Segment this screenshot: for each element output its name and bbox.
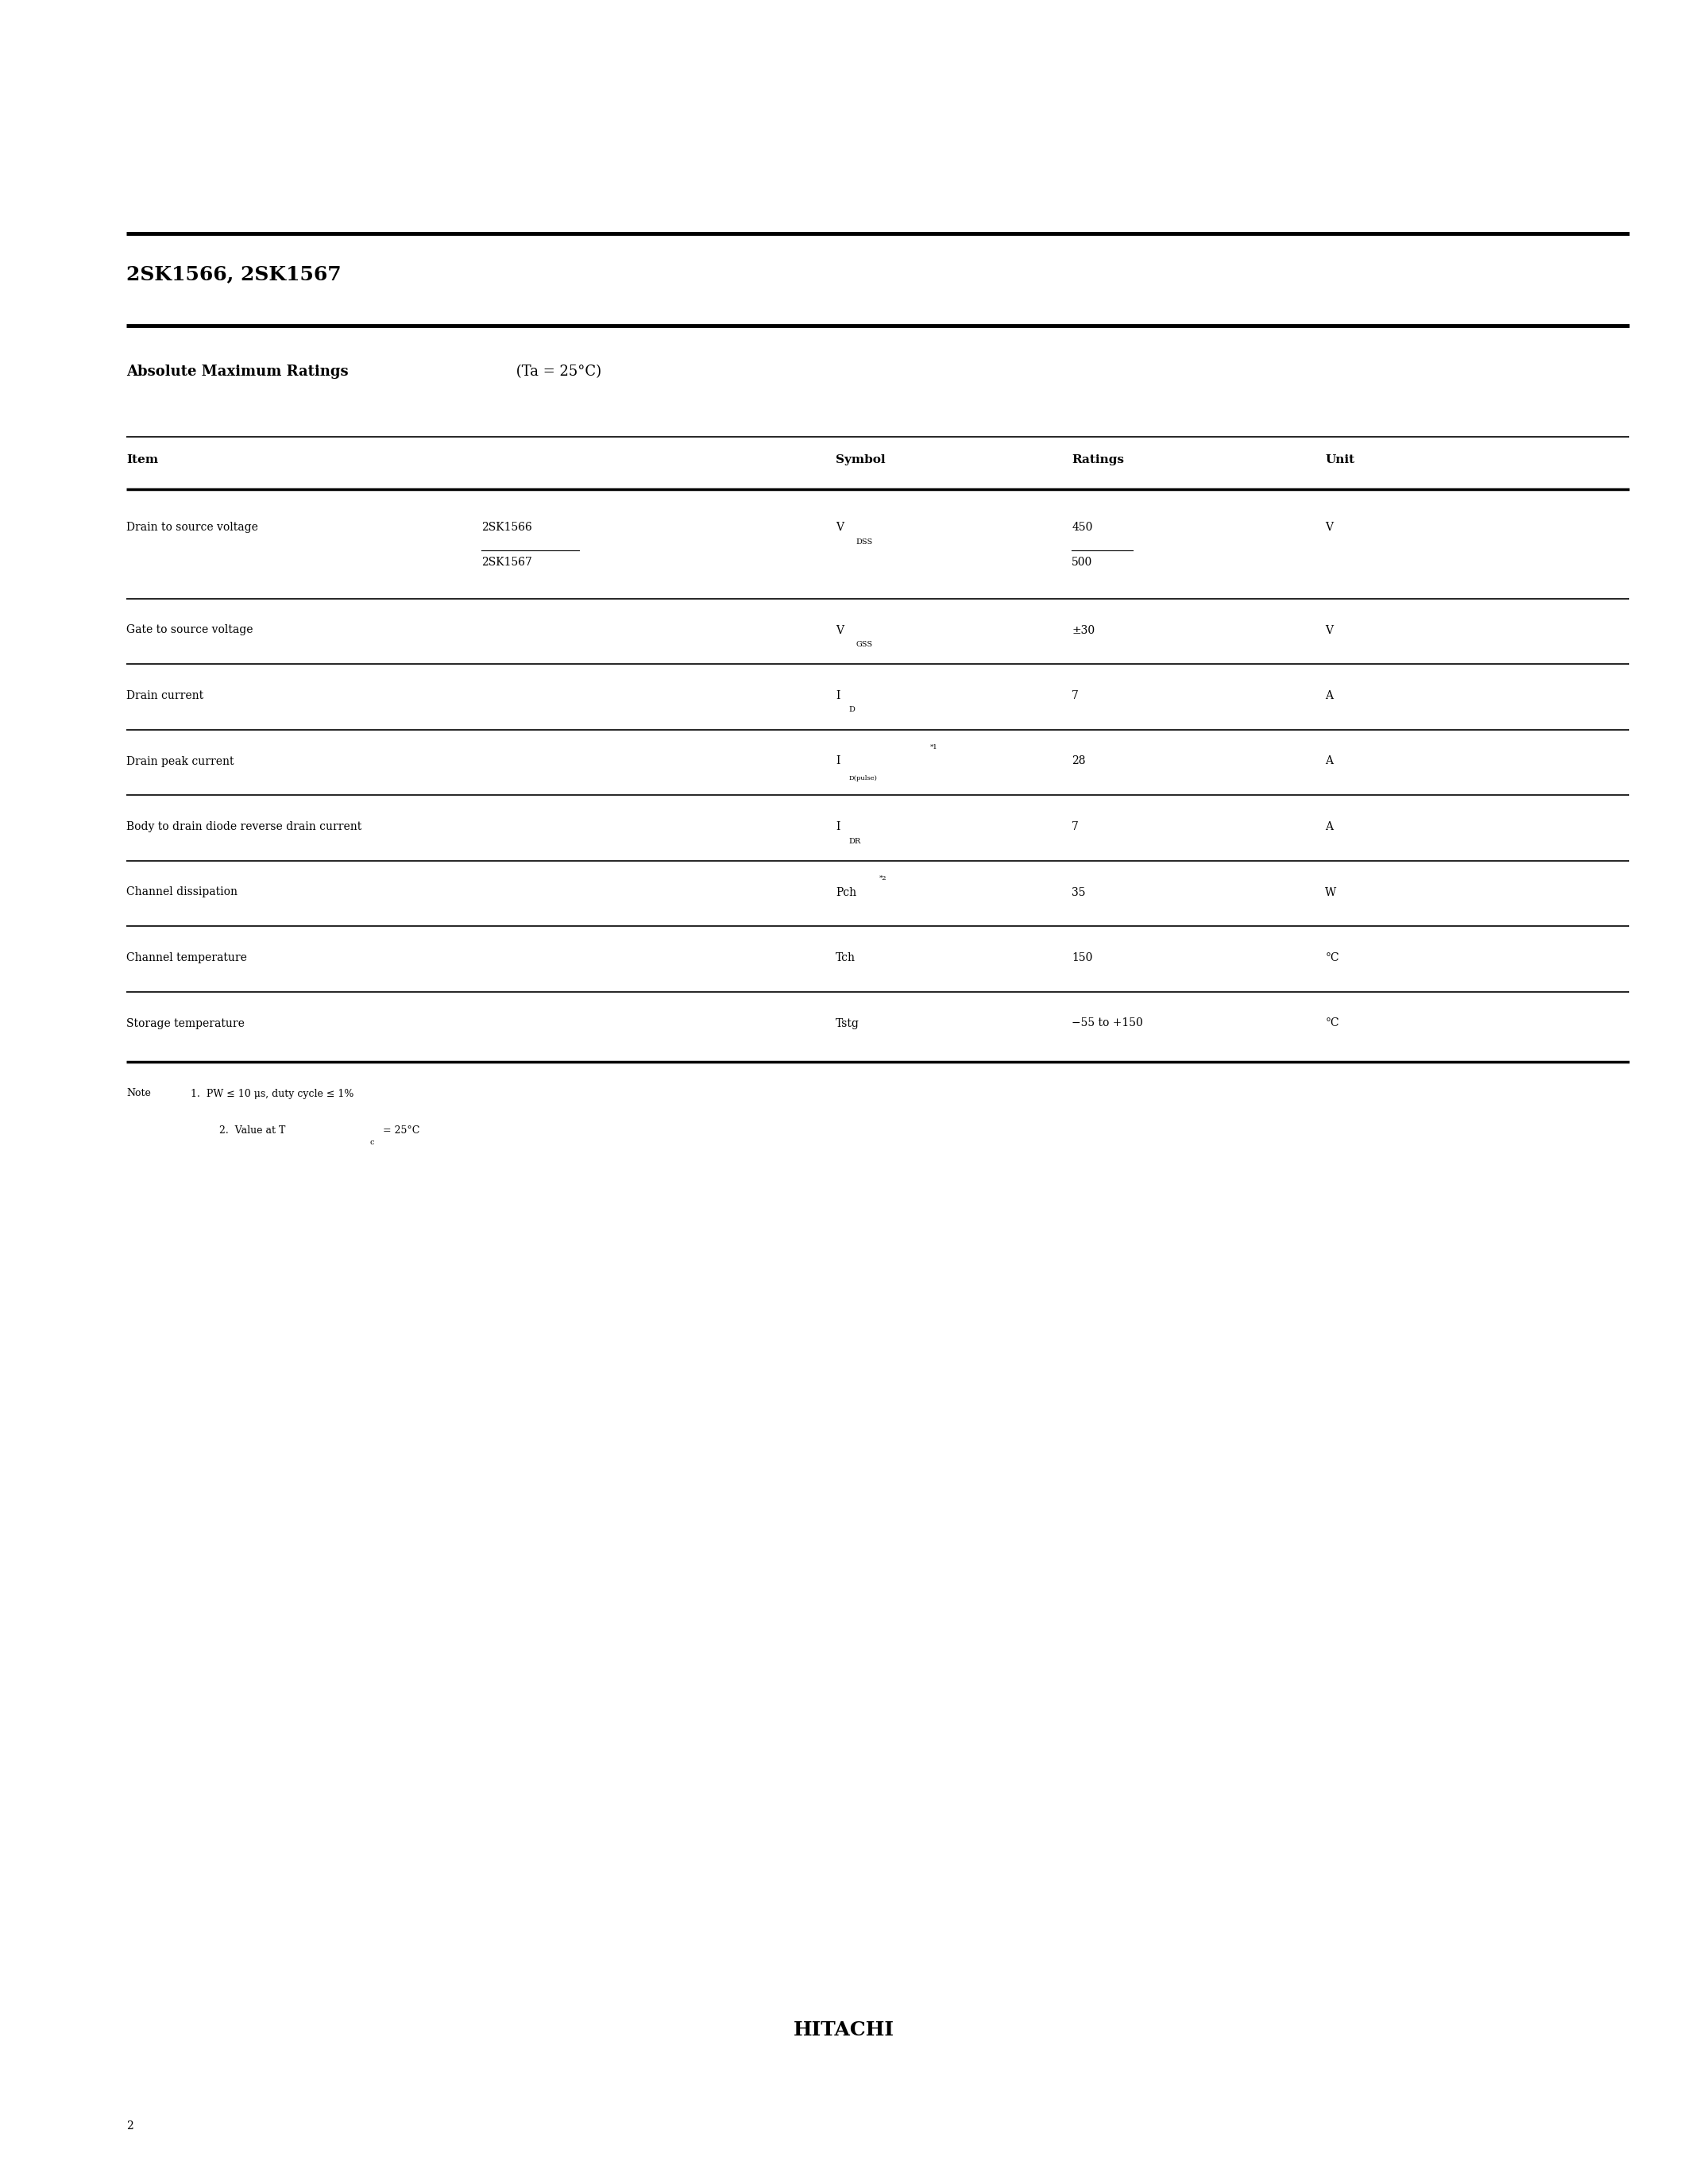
- Text: Absolute Maximum Ratings: Absolute Maximum Ratings: [127, 365, 349, 378]
- Text: °C: °C: [1325, 1018, 1339, 1029]
- Text: −55 to +150: −55 to +150: [1072, 1018, 1143, 1029]
- Text: V: V: [836, 522, 844, 533]
- Text: ±30: ±30: [1072, 625, 1096, 636]
- Text: Pch: Pch: [836, 887, 856, 898]
- Text: A: A: [1325, 821, 1334, 832]
- Text: 2SK1566: 2SK1566: [481, 522, 532, 533]
- Text: A: A: [1325, 756, 1334, 767]
- Text: °C: °C: [1325, 952, 1339, 963]
- Text: 28: 28: [1072, 756, 1085, 767]
- Text: V: V: [1325, 522, 1334, 533]
- Text: Item: Item: [127, 454, 159, 465]
- Text: 1.  PW ≤ 10 μs, duty cycle ≤ 1%: 1. PW ≤ 10 μs, duty cycle ≤ 1%: [191, 1088, 354, 1099]
- Text: Tstg: Tstg: [836, 1018, 859, 1029]
- Text: 7: 7: [1072, 821, 1079, 832]
- Text: DSS: DSS: [856, 537, 873, 546]
- Text: Drain peak current: Drain peak current: [127, 756, 235, 767]
- Text: GSS: GSS: [856, 640, 873, 649]
- Text: *1: *1: [930, 745, 939, 751]
- Text: I: I: [836, 821, 841, 832]
- Text: Drain current: Drain current: [127, 690, 204, 701]
- Text: Ratings: Ratings: [1072, 454, 1124, 465]
- Text: 450: 450: [1072, 522, 1092, 533]
- Text: A: A: [1325, 690, 1334, 701]
- Text: (Ta = 25°C): (Ta = 25°C): [511, 365, 601, 378]
- Text: 150: 150: [1072, 952, 1092, 963]
- Text: Symbol: Symbol: [836, 454, 885, 465]
- Text: 2.  Value at T: 2. Value at T: [219, 1125, 285, 1136]
- Text: Gate to source voltage: Gate to source voltage: [127, 625, 253, 636]
- Text: Channel dissipation: Channel dissipation: [127, 887, 238, 898]
- Text: Channel temperature: Channel temperature: [127, 952, 246, 963]
- Text: I: I: [836, 756, 841, 767]
- Text: DR: DR: [849, 836, 861, 845]
- Text: I: I: [836, 690, 841, 701]
- Text: 2SK1566, 2SK1567: 2SK1566, 2SK1567: [127, 264, 341, 284]
- Text: Body to drain diode reverse drain current: Body to drain diode reverse drain curren…: [127, 821, 361, 832]
- Text: V: V: [836, 625, 844, 636]
- Text: Storage temperature: Storage temperature: [127, 1018, 245, 1029]
- Text: 500: 500: [1072, 557, 1092, 568]
- Text: D(pulse): D(pulse): [849, 775, 878, 782]
- Text: W: W: [1325, 887, 1337, 898]
- Text: c: c: [370, 1138, 375, 1147]
- Text: D: D: [849, 705, 856, 714]
- Text: Tch: Tch: [836, 952, 856, 963]
- Text: V: V: [1325, 625, 1334, 636]
- Text: 7: 7: [1072, 690, 1079, 701]
- Text: Unit: Unit: [1325, 454, 1354, 465]
- Text: = 25°C: = 25°C: [380, 1125, 420, 1136]
- Text: *2: *2: [879, 876, 886, 882]
- Text: Note: Note: [127, 1088, 152, 1099]
- Text: 35: 35: [1072, 887, 1085, 898]
- Text: 2SK1567: 2SK1567: [481, 557, 532, 568]
- Text: HITACHI: HITACHI: [793, 2020, 895, 2040]
- Text: Drain to source voltage: Drain to source voltage: [127, 522, 258, 533]
- Text: 2: 2: [127, 2121, 133, 2132]
